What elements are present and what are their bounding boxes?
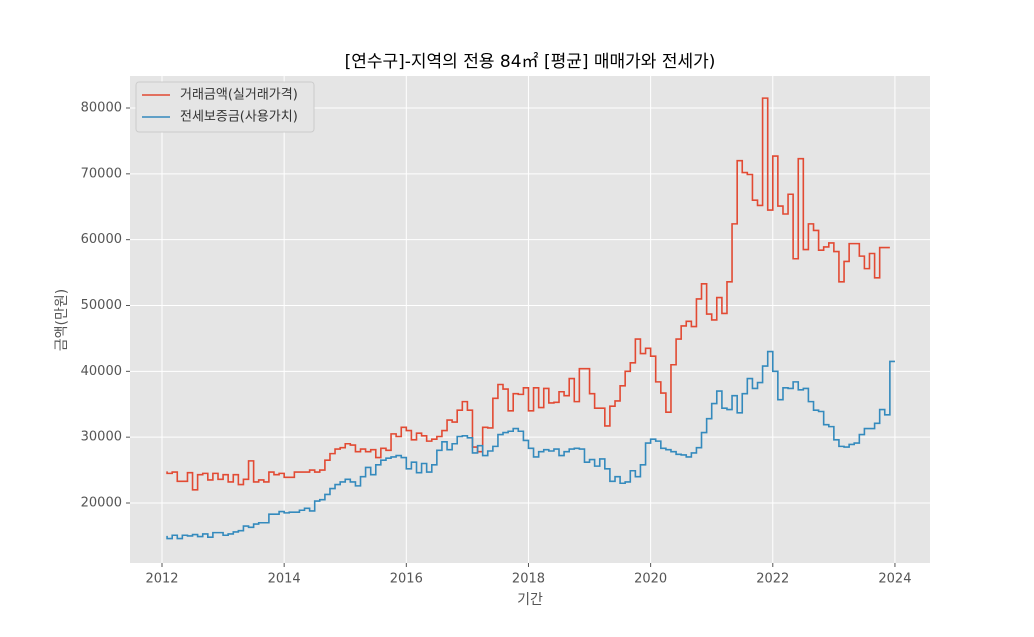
- legend-label: 거래금액(실거래가격): [180, 88, 298, 103]
- x-tick-label: 2014: [268, 572, 301, 587]
- y-axis-label: 금액(만원): [54, 289, 70, 351]
- x-tick-label: 2022: [756, 572, 789, 587]
- x-tick-label: 2024: [878, 572, 911, 587]
- y-tick-label: 30000: [81, 430, 122, 445]
- y-tick-label: 40000: [81, 364, 122, 379]
- x-axis-label: 기간: [517, 592, 543, 608]
- y-tick-label: 60000: [81, 232, 122, 247]
- chart-title: [연수구]-지역의 전용 84㎡ [평균] 매매가와 전세가): [345, 52, 716, 72]
- legend-label: 전세보증금(사용가치): [180, 110, 298, 125]
- x-tick-label: 2020: [634, 572, 667, 587]
- y-tick-label: 70000: [81, 166, 122, 181]
- y-tick-label: 80000: [81, 101, 122, 116]
- x-tick-label: 2018: [512, 572, 545, 587]
- series-line: [166, 350, 895, 540]
- x-tick-label: 2012: [145, 572, 178, 587]
- plot-area: [130, 76, 930, 563]
- x-tick-label: 2016: [390, 572, 423, 587]
- y-tick-label: 50000: [81, 298, 122, 313]
- series-line: [166, 97, 890, 491]
- y-tick-label: 20000: [81, 495, 122, 510]
- legend-box: [135, 81, 315, 133]
